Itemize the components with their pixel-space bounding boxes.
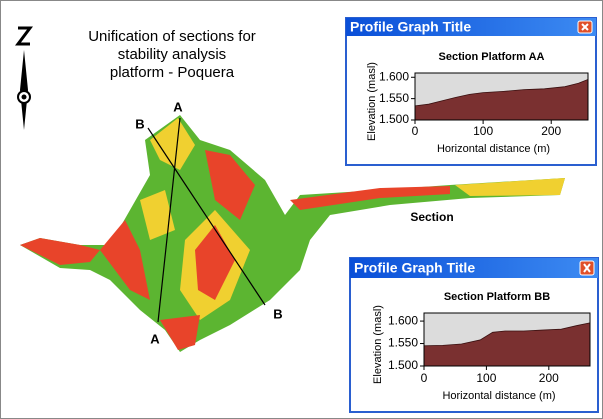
section-label: B [273,306,282,321]
y-axis-label: Elevation (masl) [366,62,378,141]
y-tick-label: 1.500 [388,358,418,372]
map-title: platform - Poquera [110,64,235,81]
page: Unification of sections forstability ana… [0,0,603,419]
map-title: Unification of sections for [88,28,256,45]
section-caption: Section [410,210,453,224]
x-axis-label: Horizontal distance (m) [437,143,550,155]
x-axis-label: Horizontal distance (m) [442,390,555,402]
x-tick-label: 200 [541,124,561,138]
window-title: Profile Graph Title [350,19,471,35]
section-label: A [173,99,183,114]
x-tick-label: 100 [476,371,496,385]
section-label: A [150,331,160,346]
x-tick-label: 200 [539,371,559,385]
section-label: B [135,116,144,131]
y-tick-label: 1.550 [379,91,409,105]
chart-title: Section Platform AA [439,51,545,63]
y-tick-label: 1.550 [388,336,418,350]
x-tick-label: 100 [473,124,493,138]
map-title: stability analysis [118,46,226,63]
y-axis-label: Elevation (masl) [372,305,384,384]
y-tick-label: 1.600 [379,69,409,83]
map-view: Unification of sections forstability ana… [0,0,603,419]
x-tick-label: 0 [412,124,419,138]
window-title: Profile Graph Title [354,260,475,276]
y-tick-label: 1.600 [388,313,418,327]
y-tick-label: 1.500 [379,112,409,126]
chart-title: Section Platform BB [444,291,550,303]
x-tick-label: 0 [421,371,428,385]
